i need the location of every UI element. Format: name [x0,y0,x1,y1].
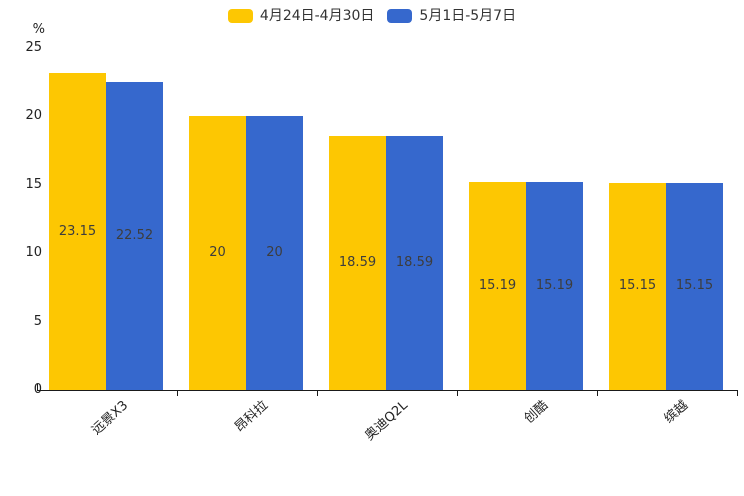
y-axis-unit: % [32,22,45,37]
bar-value-label: 22.52 [115,227,154,243]
bar-value-label: 20 [266,245,283,261]
bar-series2-奥迪Q2L[interactable] [386,135,443,390]
y-tick-label: 20 [25,108,42,124]
bar-value-label: 23.15 [58,223,97,239]
bar-series1-缤越[interactable] [609,182,666,390]
x-axis-tick [457,390,458,396]
bar-series1-远景X3[interactable] [49,73,106,390]
x-axis-tick [37,384,38,390]
bar-series2-昂科拉[interactable] [246,116,303,390]
x-axis-tick [737,390,738,396]
bar-value-label: 20 [209,245,226,261]
bar-series2-创酷[interactable] [526,182,583,390]
y-tick-label: 15 [25,176,42,192]
x-axis-tick [597,390,598,396]
x-category-label: 创酷 [521,398,552,427]
legend: 4月24日-4月30日 5月1日-5月7日 [0,7,744,25]
bar-value-label: 18.59 [395,254,434,270]
legend-item-1[interactable]: 4月24日-4月30日 [227,7,375,25]
x-category-label: 缤越 [661,398,692,427]
bar-series1-创酷[interactable] [469,182,526,390]
y-tick-label: 5 [33,313,42,329]
legend-item-2[interactable]: 5月1日-5月7日 [387,7,516,25]
legend-label: 4月24日-4月30日 [259,8,375,24]
x-axis-tick [317,390,318,396]
x-axis-tick [177,390,178,396]
legend-swatch-icon [227,9,253,23]
x-category-label: 奥迪Q2L [362,398,412,444]
bar-series2-远景X3[interactable] [106,81,163,390]
bar-series2-缤越[interactable] [666,182,723,390]
x-category-label: 远景X3 [88,398,132,439]
bar-value-label: 18.59 [338,254,377,270]
y-tick-label: 0 [2,381,42,399]
y-tick-label: 10 [25,245,42,261]
bar-value-label: 15.15 [675,278,714,294]
bar-value-label: 15.19 [535,278,574,294]
legend-swatch-icon [387,9,413,23]
y-tick-label: 25 [25,40,42,55]
x-category-label: 昂科拉 [232,398,272,436]
bar-series1-奥迪Q2L[interactable] [329,135,386,390]
bar-value-label: 15.15 [618,278,657,294]
bar-value-label: 15.19 [478,278,517,294]
x-axis-line [37,390,738,391]
bar-series1-昂科拉[interactable] [189,116,246,390]
legend-label: 5月1日-5月7日 [419,8,517,24]
